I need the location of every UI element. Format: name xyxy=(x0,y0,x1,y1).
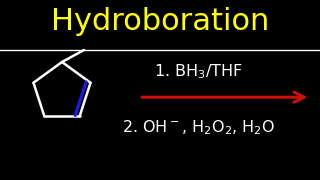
Text: Hydroboration: Hydroboration xyxy=(51,7,269,36)
Text: 1. BH$_3$/THF: 1. BH$_3$/THF xyxy=(154,63,243,81)
Text: 2. OH$^-$, H$_2$O$_2$, H$_2$O: 2. OH$^-$, H$_2$O$_2$, H$_2$O xyxy=(122,118,275,137)
